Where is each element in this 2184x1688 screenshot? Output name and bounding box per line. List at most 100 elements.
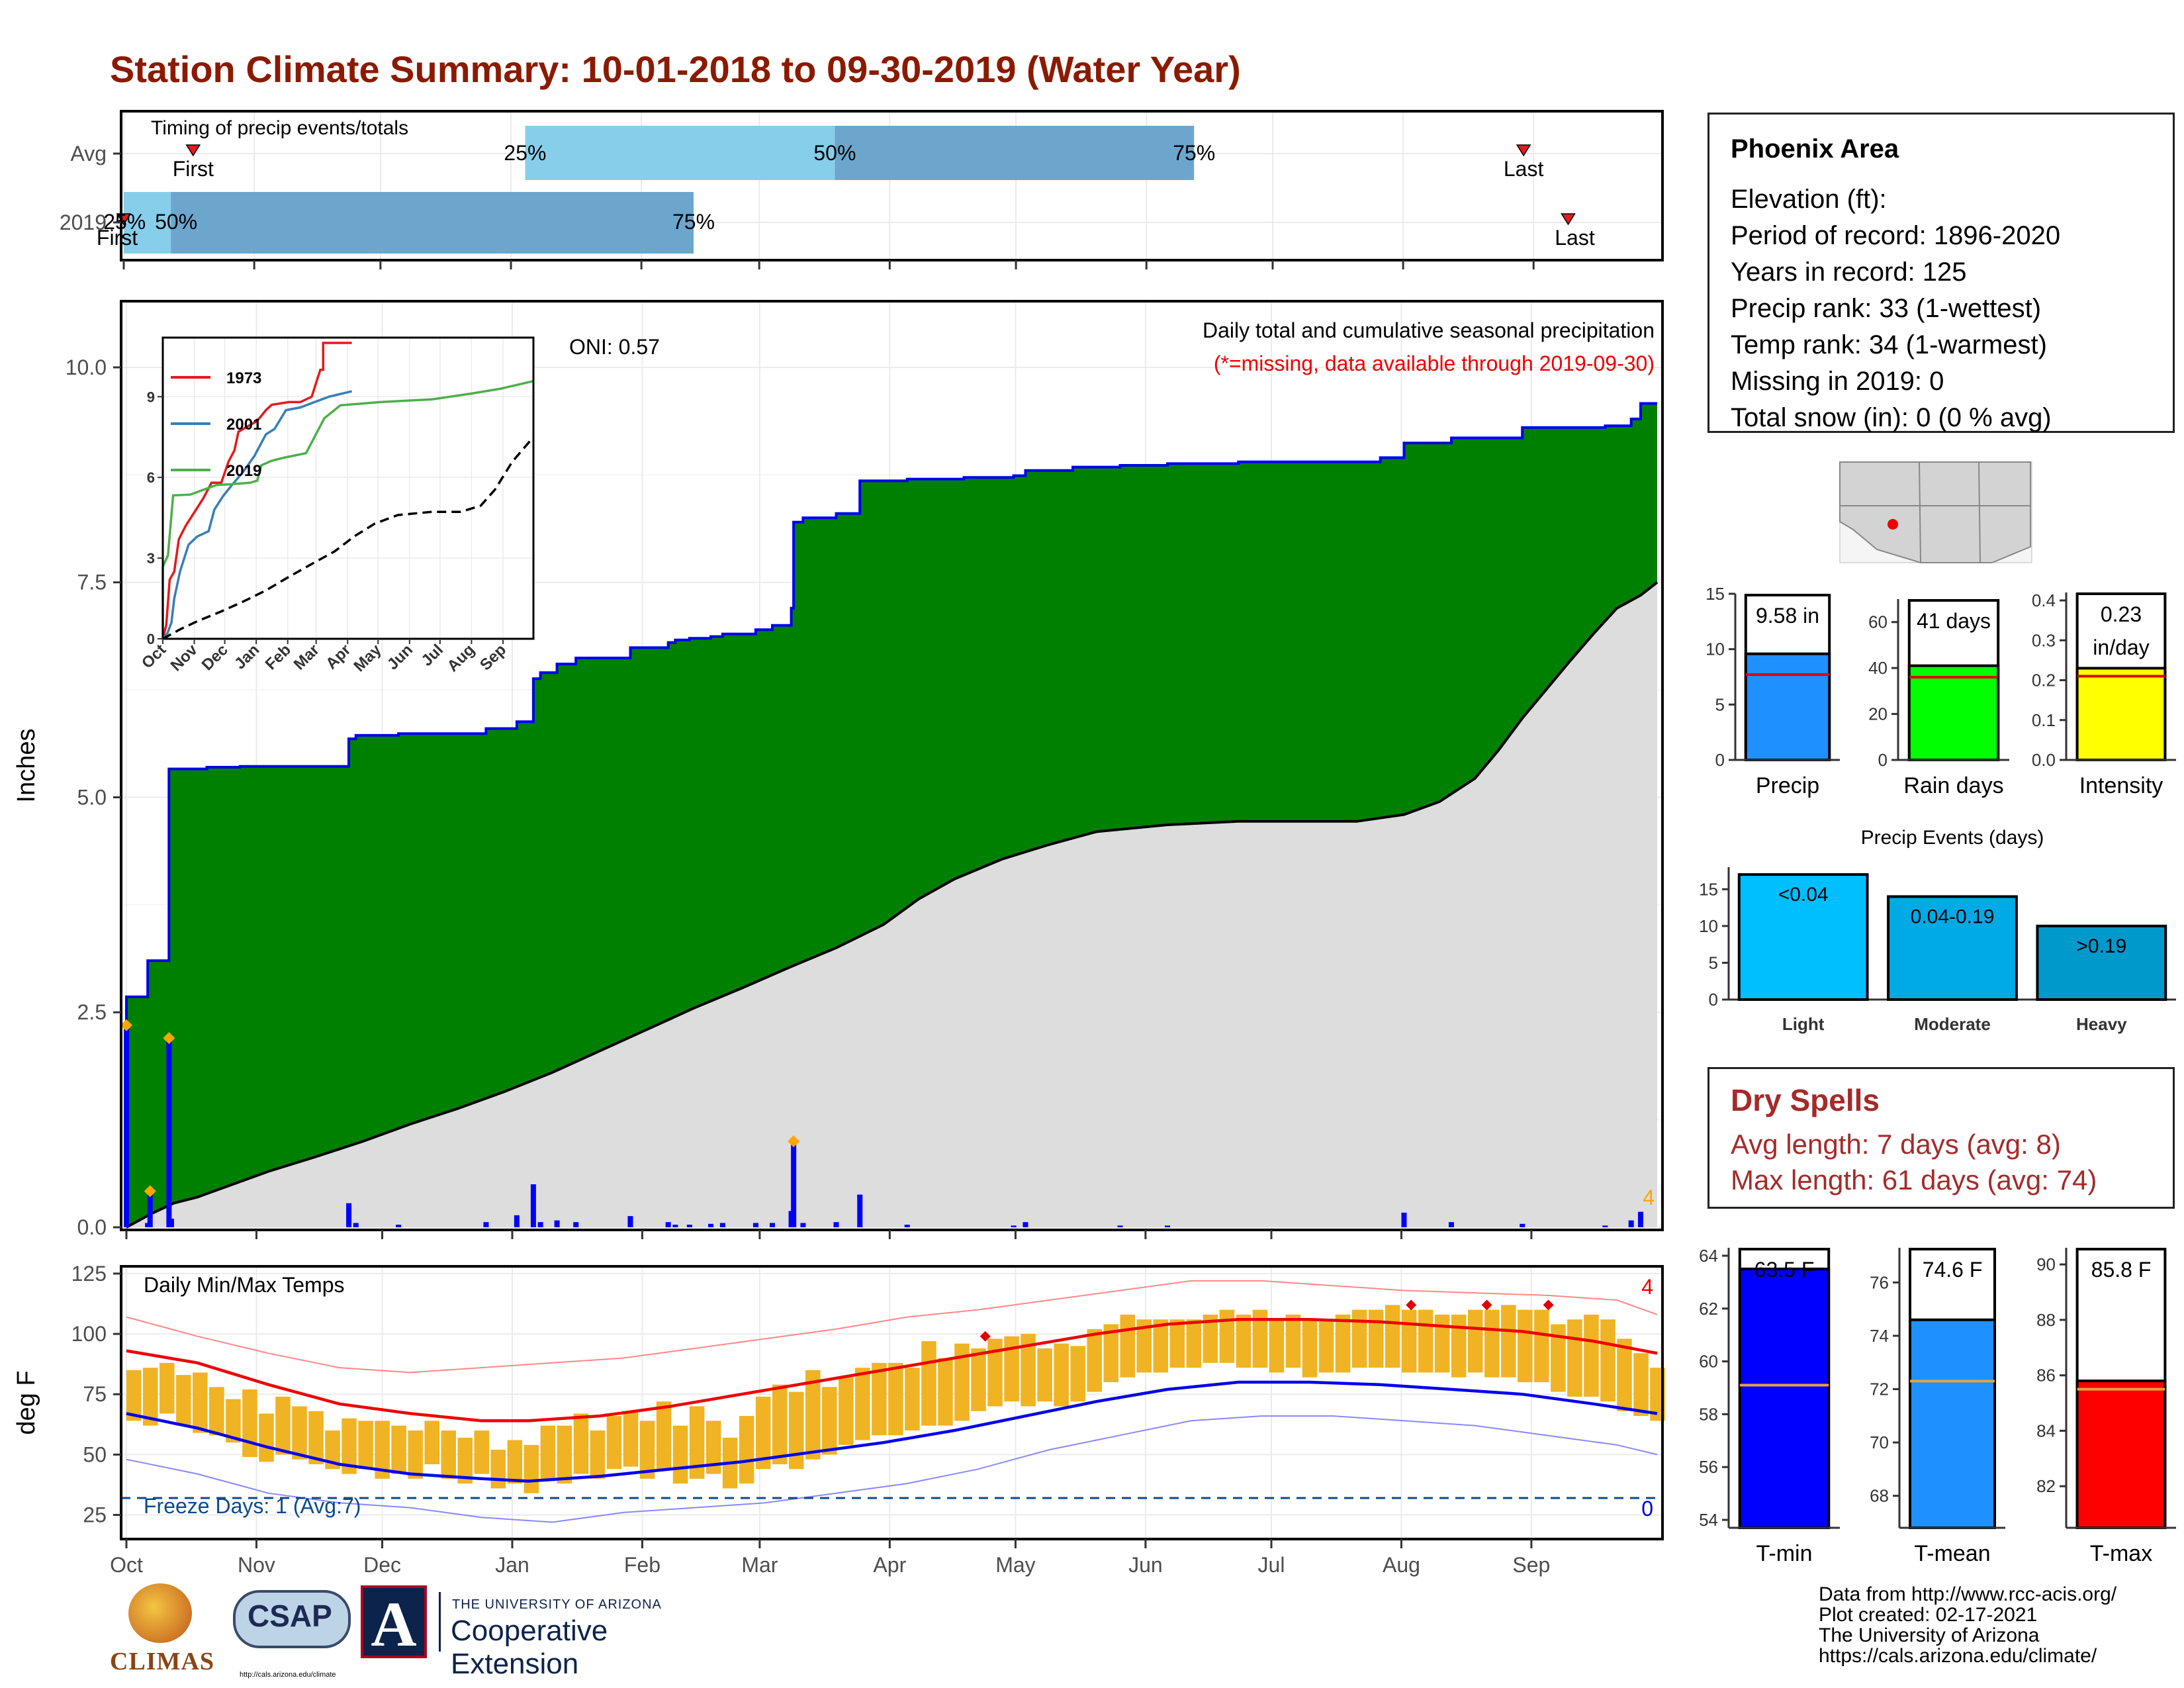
timing-label-p25: 25% [103, 210, 146, 234]
daily-temp-bar [839, 1377, 854, 1445]
rain-days-panel-y-tick-label: 20 [1868, 704, 1888, 724]
intensity-panel-y-tick-label: 0.3 [2032, 630, 2056, 650]
rain-days-panel-y-tick-label: 0 [1878, 750, 1888, 770]
daily-precip-bar [672, 1225, 678, 1227]
daily-precip-bar [1023, 1222, 1028, 1227]
daily-precip-bar [1164, 1225, 1170, 1227]
climas-wordmark: CLIMAS [110, 1648, 215, 1675]
daily-temp-bar [1203, 1314, 1218, 1363]
csap-wordmark: CSAP [248, 1599, 332, 1633]
avg-cumulative-line [126, 581, 1659, 1229]
precip-y-tick-label: 10.0 [66, 355, 107, 379]
daily-temp-bar [375, 1421, 390, 1479]
intensity-panel-bar [2075, 667, 2167, 762]
timing-panel: Timing of precip events/totals First Last 2… [60, 110, 1664, 269]
timing-label-first: First [173, 157, 214, 181]
daily-precip-bar [1401, 1212, 1407, 1227]
daily-temp-bar [1037, 1348, 1052, 1402]
inset-bg [163, 338, 533, 639]
daily-temp-bar [590, 1430, 606, 1479]
extreme-precip-marker [788, 1135, 800, 1148]
intensity-panel-y-tick-label: 0.0 [2032, 750, 2056, 770]
daily-precip-bar [904, 1225, 910, 1227]
precip-total-panel-y-tick-label: 10 [1706, 639, 1725, 659]
events-bar-label: 0.04-0.19 [1911, 906, 1995, 927]
daily-temp-bar [1617, 1338, 1632, 1411]
tmax-panel-value-label: 85.8 F [2091, 1258, 2152, 1282]
csap-logo: CSAP http://cals.arizona.edu/climate [233, 1583, 351, 1683]
daily-temp-bar [1418, 1309, 1433, 1373]
events-bar-light [1737, 873, 1869, 1001]
daily-temp-bar [822, 1387, 837, 1455]
daily-temp-bar [1584, 1314, 1599, 1397]
tmax-panel-x-label: T-max [2090, 1541, 2152, 1566]
daily-temp-bar [1534, 1309, 1549, 1383]
precip-events-title: Precip Events (days) [1861, 827, 2044, 849]
daily-temp-bar [872, 1362, 887, 1436]
timing-bar-light [525, 126, 835, 180]
tmean-panel-value-label: 74.6 F [1923, 1258, 1983, 1282]
daily-precip-bar [665, 1222, 671, 1227]
timing-category-label: Avg [70, 142, 107, 165]
events-x-label: Heavy [2076, 1014, 2127, 1034]
rain-days-panel-x-label: Rain days [1903, 773, 2003, 798]
daily-temp-bar [308, 1411, 324, 1464]
daily-temp-bar [772, 1384, 788, 1464]
climas-logo: CLIMAS [110, 1583, 222, 1676]
daily-temp-bar [1169, 1319, 1185, 1368]
events-x-label: Moderate [1914, 1014, 1991, 1034]
daily-temp-bar [523, 1444, 539, 1493]
tmean-panel-x-label: T-mean [1914, 1541, 1990, 1566]
daily-temp-bar [408, 1430, 423, 1479]
tmin-panel-y-tick-label: 56 [1699, 1457, 1718, 1477]
tmin-panel-y-tick-label: 54 [1699, 1510, 1718, 1530]
daily-temp-bar [971, 1348, 986, 1411]
daily-precip-bar [346, 1203, 352, 1227]
state-border [1919, 461, 1921, 563]
precip-y-axis-label: Inches [13, 729, 40, 803]
events-y-tick-label: 5 [1709, 953, 1718, 972]
daily-precip-bar [686, 1225, 692, 1227]
daily-temp-bar [540, 1425, 556, 1481]
daily-temp-bar [954, 1343, 970, 1421]
dry-spells-title: Dry Spells [1731, 1083, 1880, 1117]
timing-label-p75: 75% [672, 210, 715, 234]
inset-series-avg [162, 436, 535, 640]
station-elevation: Elevation (ft): [1731, 185, 1887, 214]
tmax-panel-y-tick-label: 88 [2036, 1310, 2056, 1330]
daily-precip-bar [833, 1222, 839, 1227]
daily-temp-bar [457, 1437, 473, 1484]
precip-cumulative-line [125, 402, 1657, 1227]
record-tmax-line [126, 1280, 1658, 1374]
ua-extension-logo: A THE UNIVERSITY OF ARIZONA Cooperative … [361, 1585, 738, 1680]
temps-x-tick-label: May [995, 1553, 1035, 1577]
daily-temp-bar [1087, 1329, 1102, 1392]
daily-precip-bar [1448, 1222, 1454, 1227]
daily-precip-bar [530, 1184, 536, 1227]
tmin-panel-y-tick-label: 60 [1699, 1352, 1718, 1372]
daily-temp-bar [1567, 1319, 1582, 1397]
tmean-panel-y-tick-label: 74 [1870, 1326, 1889, 1346]
temps-panel: Daily Min/Max Temps Freeze Days: 1 (Avg:7… [13, 1262, 1665, 1577]
daily-temp-bar [1004, 1336, 1019, 1402]
dry-spells-max: Max length: 61 days (avg: 74) [1731, 1164, 2097, 1196]
daily-temp-bar [1269, 1319, 1285, 1373]
station-missing: Missing in 2019: 0 [1731, 367, 1944, 396]
station-name: Phoenix Area [1731, 134, 1899, 164]
daily-temp-bar [1451, 1314, 1467, 1378]
temps-y-tick-label: 100 [71, 1322, 107, 1346]
daily-temp-bar [424, 1421, 439, 1464]
daily-temp-bar [788, 1391, 804, 1470]
daily-precip-bar [791, 1141, 797, 1227]
rain-days-panel-bar [1907, 664, 2000, 762]
inset-y-tick-label: 9 [147, 389, 155, 405]
inset-series-2001 [161, 390, 353, 640]
daily-temp-bar [325, 1430, 340, 1470]
daily-temp-bar [143, 1368, 158, 1426]
tmin-panel-y-tick-label: 58 [1699, 1404, 1718, 1424]
station-temp-rank: Temp rank: 34 (1-warmest) [1731, 330, 2047, 359]
daily-precip-bar [514, 1215, 520, 1227]
precip-y-tick-label: 0.0 [77, 1215, 107, 1239]
temps-y-tick-label: 75 [83, 1382, 107, 1406]
